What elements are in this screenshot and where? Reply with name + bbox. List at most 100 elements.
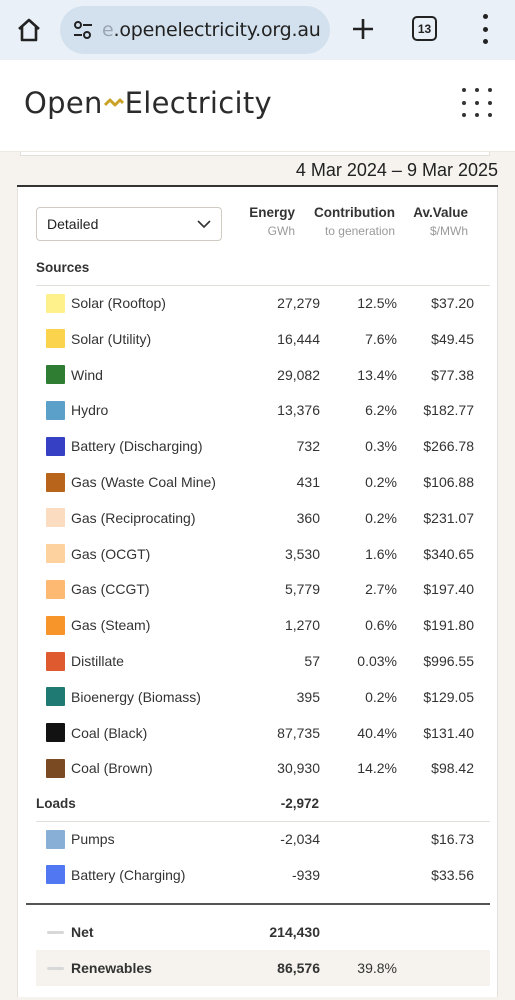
site-settings-icon[interactable] — [72, 20, 94, 40]
row-contribution: 0.2% — [365, 474, 397, 490]
net-row: Net 214,430 — [36, 914, 490, 950]
table-row[interactable]: Solar (Utility) 16,444 7.6% $49.45 — [36, 321, 490, 357]
address-bar[interactable]: e.openelectricity.org.au — [60, 6, 330, 54]
row-energy: 395 — [296, 688, 320, 705]
row-value: $131.40 — [423, 724, 474, 741]
new-tab-icon[interactable] — [348, 14, 378, 44]
table-row[interactable]: Distillate 57 0.03% $996.55 — [36, 643, 490, 679]
row-contribution: 0.6% — [365, 617, 397, 634]
upper-panel-edge — [20, 152, 490, 156]
table-row[interactable]: Hydro 13,376 6.2% $182.77 — [36, 392, 490, 428]
logo-wave-icon — [103, 96, 124, 110]
color-swatch — [46, 651, 65, 671]
row-value: $37.20 — [431, 295, 474, 311]
browser-toolbar: e.openelectricity.org.au 13 — [0, 0, 515, 60]
sources-heading: Sources — [36, 260, 90, 275]
row-value: $266.78 — [423, 438, 474, 455]
color-swatch — [46, 758, 65, 778]
row-value: $182.77 — [423, 402, 474, 419]
net-energy: 214,430 — [269, 924, 320, 940]
row-label: Battery (Charging) — [71, 866, 186, 883]
table-row[interactable]: Coal (Brown) 30,930 14.2% $98.42 — [36, 750, 490, 786]
row-label: Distillate — [71, 653, 124, 669]
row-energy: 57 — [304, 653, 320, 669]
menu-grid-icon[interactable] — [462, 88, 492, 118]
logo-text-open: Open — [24, 86, 103, 120]
table-row[interactable]: Gas (Reciprocating) 360 0.2% $231.07 — [36, 500, 490, 536]
row-label: Bioenergy (Biomass) — [71, 688, 201, 705]
row-contribution: 13.4% — [357, 366, 397, 383]
row-label: Gas (Reciprocating) — [71, 509, 196, 526]
row-energy: 87,735 — [277, 724, 320, 741]
row-contribution: 12.5% — [357, 295, 397, 311]
browser-menu-icon[interactable] — [478, 14, 492, 44]
chevron-down-icon — [197, 219, 211, 228]
row-energy: 27,279 — [277, 295, 320, 311]
tab-switcher-button[interactable]: 13 — [412, 16, 437, 41]
contribution-column-header: Contribution to generation — [314, 205, 395, 238]
loads-divider — [36, 821, 490, 822]
row-energy: 3,530 — [284, 545, 320, 562]
url-text: e.openelectricity.org.au — [102, 19, 321, 41]
row-energy: 29,082 — [277, 366, 320, 383]
table-row[interactable]: Gas (Waste Coal Mine) 431 0.2% $106.88 — [36, 464, 490, 500]
table-row[interactable]: Gas (CCGT) 5,779 2.7% $197.40 — [36, 571, 490, 607]
row-contribution: 0.3% — [365, 438, 397, 455]
renewables-energy: 86,576 — [277, 960, 320, 976]
row-label: Gas (Waste Coal Mine) — [71, 474, 216, 490]
row-label: Wind — [71, 366, 103, 383]
row-value: $191.80 — [423, 617, 474, 634]
color-swatch — [46, 544, 65, 564]
sources-divider — [36, 285, 490, 286]
row-energy: -939 — [291, 866, 320, 883]
table-row[interactable]: Bioenergy (Biomass) 395 0.2% $129.05 — [36, 679, 490, 715]
row-energy: 1,270 — [284, 617, 320, 634]
row-label: Pumps — [71, 831, 115, 847]
table-row[interactable]: Gas (OCGT) 3,530 1.6% $340.65 — [36, 536, 490, 572]
logo-text-electricity: Electricity — [124, 86, 273, 120]
net-label: Net — [71, 924, 94, 940]
renewables-contribution: 39.8% — [357, 960, 397, 976]
color-swatch — [46, 436, 65, 456]
row-label: Gas (Steam) — [71, 617, 151, 634]
table-row[interactable]: Battery (Charging) -939 $33.56 — [36, 857, 490, 893]
row-energy: -2,034 — [280, 831, 320, 847]
loads-total: -2,972 — [280, 796, 319, 811]
row-value: $77.38 — [431, 366, 474, 383]
color-swatch — [46, 829, 65, 849]
view-select[interactable]: Detailed — [36, 207, 222, 241]
row-value: $33.56 — [431, 866, 474, 883]
row-value: $231.07 — [423, 509, 474, 526]
row-energy: 13,376 — [277, 402, 320, 419]
row-contribution: 1.6% — [365, 545, 397, 562]
row-value: $197.40 — [423, 581, 474, 598]
value-column-header: Av.Value $/MWh — [413, 205, 468, 238]
site-logo[interactable]: Open Electricity — [24, 86, 272, 120]
row-label: Gas (OCGT) — [71, 545, 151, 562]
color-swatch — [46, 508, 65, 528]
row-value: $340.65 — [423, 545, 474, 562]
home-icon[interactable] — [12, 13, 46, 47]
table-row[interactable]: Wind 29,082 13.4% $77.38 — [36, 357, 490, 393]
table-row[interactable]: Solar (Rooftop) 27,279 12.5% $37.20 — [36, 285, 490, 321]
net-dash-icon — [47, 930, 64, 934]
table-row[interactable]: Pumps -2,034 $16.73 — [36, 821, 490, 857]
row-value: $49.45 — [431, 330, 474, 347]
table-row[interactable]: Battery (Discharging) 732 0.3% $266.78 — [36, 428, 490, 464]
table-row[interactable]: Coal (Black) 87,735 40.4% $131.40 — [36, 715, 490, 751]
row-energy: 5,779 — [284, 581, 320, 598]
date-range: 4 Mar 2024 – 9 Mar 2025 — [295, 160, 498, 180]
table-row[interactable]: Gas (Steam) 1,270 0.6% $191.80 — [36, 607, 490, 643]
site-header: Open Electricity — [0, 60, 515, 152]
color-swatch — [46, 579, 65, 599]
summary-table — [17, 187, 498, 997]
row-value: $16.73 — [431, 831, 474, 847]
renewables-label: Renewables — [71, 960, 152, 976]
date-divider — [17, 185, 498, 187]
row-energy: 431 — [296, 474, 320, 490]
row-contribution: 14.2% — [357, 760, 397, 777]
row-contribution: 7.6% — [365, 330, 397, 347]
color-swatch — [46, 687, 65, 707]
color-swatch — [46, 472, 65, 492]
renewables-row-background — [36, 950, 490, 986]
